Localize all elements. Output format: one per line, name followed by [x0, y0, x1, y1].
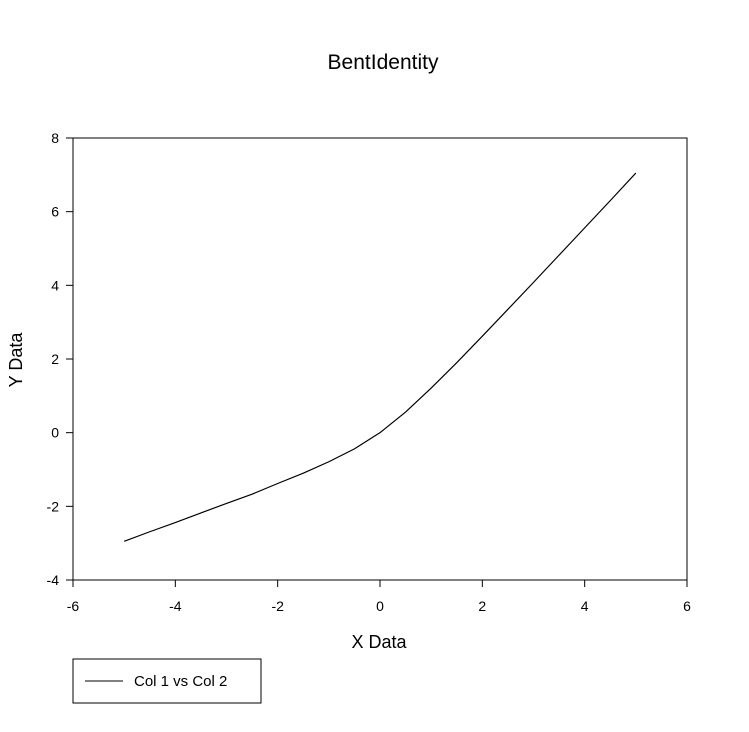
y-tick-label: -2: [47, 498, 60, 514]
y-tick-label: 4: [51, 277, 59, 293]
x-axis-label: X Data: [351, 632, 407, 652]
y-tick-label: 6: [51, 204, 59, 220]
x-tick-label: -6: [67, 598, 80, 614]
x-tick-label: 4: [581, 598, 589, 614]
series-line-col-1-vs-col-2: [123, 172, 637, 542]
x-tick-label: 6: [683, 598, 691, 614]
y-tick-label: 2: [51, 351, 59, 367]
y-tick-label: 8: [51, 130, 59, 146]
plot-area: -6 -4 -2 0 2 4 6 -4 -2 0 2 4 6 8: [47, 130, 692, 614]
y-tick-label: 0: [51, 425, 59, 441]
y-axis-label: Y Data: [6, 332, 26, 388]
x-tick-label: 0: [376, 598, 384, 614]
x-tick-label: -2: [271, 598, 284, 614]
chart-title: BentIdentity: [328, 51, 439, 74]
x-tick-label: -4: [169, 598, 182, 614]
y-tick-label: -4: [47, 572, 60, 588]
plot-frame: [72, 137, 688, 581]
x-tick-label: 2: [478, 598, 486, 614]
legend-label-col-1-vs-col-2: Col 1 vs Col 2: [134, 673, 227, 690]
legend: Col 1 vs Col 2: [72, 658, 262, 704]
